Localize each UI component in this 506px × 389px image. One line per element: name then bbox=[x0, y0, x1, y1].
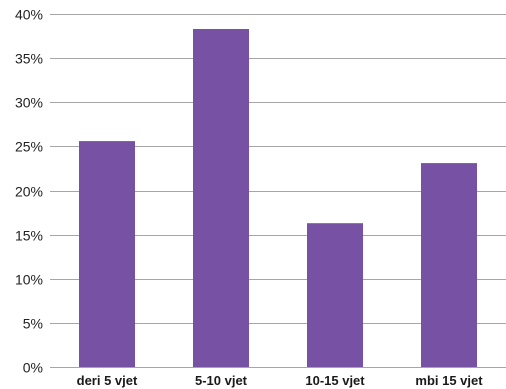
bar-3 bbox=[307, 223, 363, 367]
bars bbox=[79, 29, 477, 367]
x-category-label: 10-15 vjet bbox=[305, 373, 365, 388]
bar-1 bbox=[79, 141, 135, 367]
x-category-label: mbi 15 vjet bbox=[415, 373, 483, 388]
y-tick-label: 0% bbox=[23, 360, 43, 376]
x-axis-category-labels: deri 5 vjet 5-10 vjet 10-15 vjet mbi 15 vje… bbox=[77, 373, 484, 388]
bar-4 bbox=[421, 163, 477, 367]
x-category-label: 5-10 vjet bbox=[195, 373, 248, 388]
y-tick-label: 20% bbox=[15, 184, 43, 200]
y-tick-label: 35% bbox=[15, 51, 43, 67]
y-tick-label: 5% bbox=[23, 316, 43, 332]
y-tick-label: 10% bbox=[15, 272, 43, 288]
y-tick-label: 15% bbox=[15, 228, 43, 244]
y-axis-tick-labels: 0% 5% 10% 15% 20% 25% 30% 35% 40% bbox=[15, 7, 43, 376]
y-tick-label: 30% bbox=[15, 95, 43, 111]
y-tick-label: 25% bbox=[15, 139, 43, 155]
x-category-label: deri 5 vjet bbox=[77, 373, 138, 388]
bar-2 bbox=[193, 29, 249, 367]
y-tick-label: 40% bbox=[15, 7, 43, 23]
